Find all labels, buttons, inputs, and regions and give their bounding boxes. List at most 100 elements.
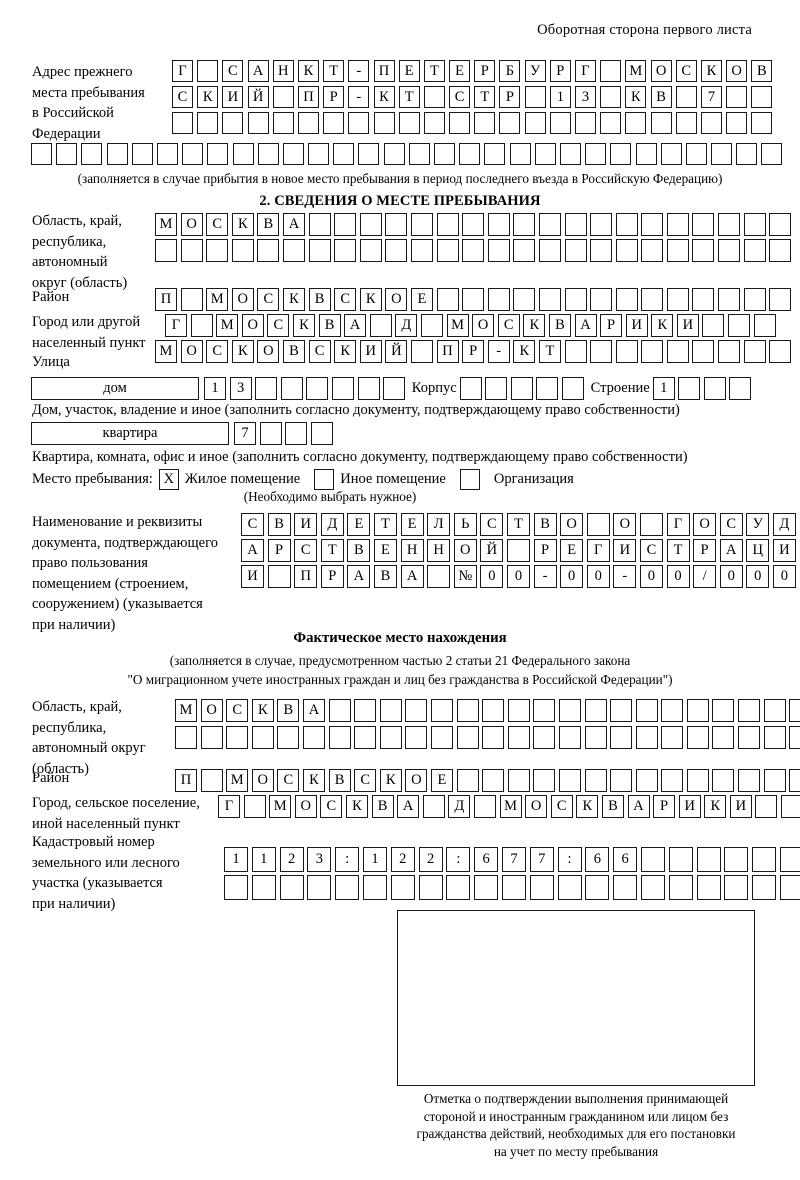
document-r3-cell-5[interactable]: А [347, 565, 371, 588]
prev-address-r2-cell-11[interactable] [423, 86, 445, 108]
prev-address-r1-cell-15[interactable]: У [524, 60, 546, 82]
region-r2-cell-11[interactable] [410, 239, 433, 262]
region-r2-cell-9[interactable] [359, 239, 382, 262]
actual-city-cell-18[interactable]: Р [653, 795, 676, 818]
actual-district-cell-8[interactable]: С [354, 769, 377, 792]
prev-address-r4-cell-13[interactable] [333, 143, 355, 165]
prev-address-r4-cell-24[interactable] [610, 143, 632, 165]
prev-address-r2-cell-10[interactable]: Т [398, 86, 420, 108]
city-cell-1[interactable]: Г [165, 314, 187, 337]
street-cell-6[interactable]: В [282, 340, 305, 363]
prev-address-r4-cell-8[interactable] [207, 143, 229, 165]
document-r3-cell-17[interactable]: 0 [666, 565, 690, 588]
korpus-cell-3[interactable] [510, 377, 533, 400]
actual-region-r1-cell-24[interactable] [763, 699, 786, 722]
actual-city-cell-21[interactable]: И [729, 795, 752, 818]
document-r3-cell-4[interactable]: Р [320, 565, 344, 588]
document-r2-cell-18[interactable]: Р [693, 539, 717, 562]
actual-region-r1-cell-19[interactable] [635, 699, 658, 722]
street-cell-20[interactable] [641, 340, 664, 363]
prev-address-r3-cell-11[interactable] [423, 112, 445, 134]
region-r1-cell-24[interactable] [743, 213, 766, 236]
actual-region-r2-cell-13[interactable] [482, 726, 505, 749]
actual-district-cell-5[interactable]: С [277, 769, 300, 792]
street-cell-2[interactable]: О [180, 340, 203, 363]
korpus-cell-5[interactable] [562, 377, 585, 400]
region-r2-cell-15[interactable] [513, 239, 536, 262]
prev-address-r3-cell-2[interactable] [197, 112, 219, 134]
region-r2-cell-17[interactable] [564, 239, 587, 262]
house-cell-7[interactable] [357, 377, 380, 400]
actual-region-r2-cell-8[interactable] [354, 726, 377, 749]
city-cell-19[interactable]: И [625, 314, 648, 337]
prev-address-r1-cell-7[interactable]: Т [323, 60, 345, 82]
prev-address-r1-cell-9[interactable]: П [373, 60, 395, 82]
cadastral-r2-cell-5[interactable] [335, 875, 360, 900]
district-cell-6[interactable]: К [282, 288, 305, 311]
prev-address-r4-cell-22[interactable] [559, 143, 581, 165]
actual-region-r2-cell-20[interactable] [661, 726, 684, 749]
document-r3-cell-9[interactable]: № [453, 565, 477, 588]
city-cell-18[interactable]: Р [600, 314, 623, 337]
actual-region-r2-cell-15[interactable] [533, 726, 556, 749]
actual-district-cell-1[interactable]: П [175, 769, 197, 792]
district-cell-15[interactable] [513, 288, 536, 311]
prev-address-r1-cell-11[interactable]: Т [423, 60, 445, 82]
actual-district-cell-12[interactable] [456, 769, 479, 792]
district-cell-1[interactable]: П [155, 288, 177, 311]
actual-city-cell-14[interactable]: С [550, 795, 573, 818]
actual-region-r2-cell-18[interactable] [610, 726, 633, 749]
document-r3-cell-21[interactable]: 0 [772, 565, 796, 588]
actual-region-r2-cell-5[interactable] [277, 726, 300, 749]
actual-region-r1-cell-20[interactable] [661, 699, 684, 722]
cadastral-r2-cell-17[interactable] [668, 875, 693, 900]
city-cell-14[interactable]: С [497, 314, 520, 337]
actual-region-r2-cell-16[interactable] [558, 726, 581, 749]
cadastral-r2-cell-2[interactable] [251, 875, 276, 900]
cadastral-r1-cell-18[interactable] [696, 847, 721, 872]
region-r1-cell-1[interactable]: М [155, 213, 177, 236]
street-cell-13[interactable]: Р [462, 340, 485, 363]
cadastral-r2-cell-9[interactable] [446, 875, 471, 900]
document-r2-cell-19[interactable]: А [719, 539, 743, 562]
actual-region-r2-cell-9[interactable] [379, 726, 402, 749]
stroenie-cell-3[interactable] [703, 377, 726, 400]
region-r1-cell-19[interactable] [615, 213, 638, 236]
actual-region-r1-cell-3[interactable]: С [226, 699, 249, 722]
prev-address-r3-cell-4[interactable] [247, 112, 269, 134]
actual-district-cell-10[interactable]: О [405, 769, 428, 792]
prev-address-r2-cell-19[interactable]: К [625, 86, 647, 108]
stroenie-cell-2[interactable] [678, 377, 701, 400]
korpus-cell-2[interactable] [485, 377, 508, 400]
actual-region-r1-cell-5[interactable]: В [277, 699, 300, 722]
cadastral-r2-cell-1[interactable] [224, 875, 248, 900]
flat-line[interactable]: квартира 7 [31, 422, 336, 445]
prev-address-r1-cell-16[interactable]: Р [549, 60, 571, 82]
document-r1-cell-7[interactable]: Е [400, 513, 424, 536]
cadastral-r2-cell-11[interactable] [501, 875, 526, 900]
document-r3-cell-11[interactable]: 0 [506, 565, 530, 588]
actual-region-r2-cell-14[interactable] [507, 726, 530, 749]
district-cell-8[interactable]: С [334, 288, 357, 311]
document-r3-cell-3[interactable]: П [294, 565, 318, 588]
cadastral-r2-cell-18[interactable] [696, 875, 721, 900]
actual-city-cell-23[interactable] [781, 795, 800, 818]
city-cell-7[interactable]: В [318, 314, 341, 337]
checkbox-other-premises[interactable] [314, 469, 335, 490]
prev-address-r3-cell-21[interactable] [675, 112, 697, 134]
document-r3-cell-2[interactable] [267, 565, 291, 588]
region-r2-cell-6[interactable] [282, 239, 305, 262]
house-cell-4[interactable] [280, 377, 303, 400]
document-r1-cell-9[interactable]: Ь [453, 513, 477, 536]
stroenie-cells[interactable]: 1 [652, 377, 755, 400]
actual-region-r1-cell-22[interactable] [712, 699, 735, 722]
document-r1-cell-1[interactable]: С [241, 513, 264, 536]
actual-city-cell-7[interactable]: В [371, 795, 394, 818]
document-r3-cell-20[interactable]: 0 [746, 565, 770, 588]
prev-address-r3-cell-23[interactable] [726, 112, 748, 134]
cadastral-r1-cell-9[interactable]: : [446, 847, 471, 872]
flat-cell-2[interactable] [259, 422, 282, 445]
cadastral-r1-cell-5[interactable]: : [335, 847, 360, 872]
actual-district-cell-13[interactable] [482, 769, 505, 792]
